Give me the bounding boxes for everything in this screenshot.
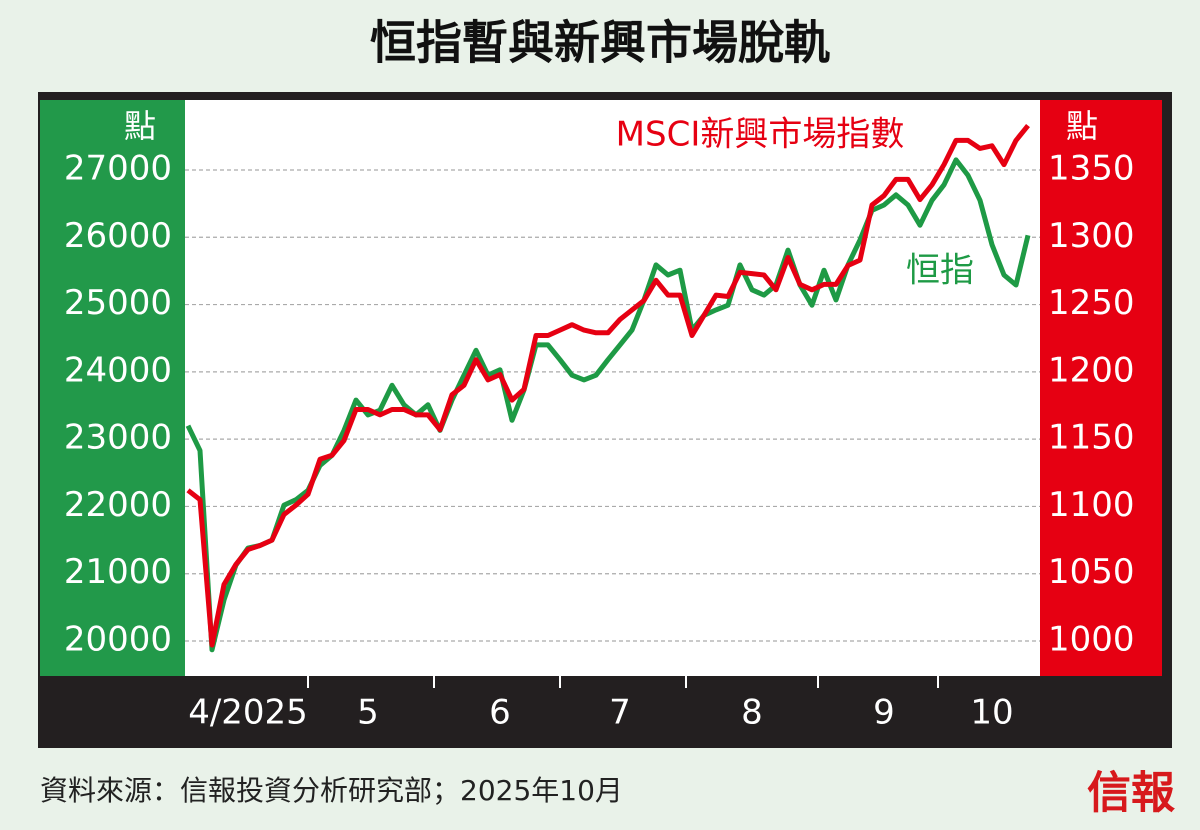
left-axis-panel: [40, 100, 185, 676]
y-tick-label: 27000: [64, 148, 172, 188]
x-tick-label: 5: [357, 693, 379, 733]
y2-tick-label: 1250: [1048, 283, 1135, 323]
y2-tick-label: 1300: [1048, 216, 1135, 256]
y-tick-label: 20000: [64, 620, 172, 660]
y-tick-label: 25000: [64, 283, 172, 323]
y-tick-label: 22000: [64, 485, 172, 525]
y2-tick-label: 1350: [1048, 148, 1135, 188]
y2-tick-label: 1000: [1048, 620, 1135, 660]
y-tick-label: 24000: [64, 350, 172, 390]
x-tick-label: 8: [741, 693, 763, 733]
y-unit: 點: [124, 107, 156, 145]
x-tick-label: 6: [489, 693, 511, 733]
y-tick-label: 23000: [64, 418, 172, 458]
right-axis-panel: [1040, 100, 1162, 676]
line-series: [186, 124, 1030, 648]
x-tick-label: 10: [970, 693, 1013, 733]
logo: 信報: [1087, 768, 1175, 819]
y2-tick-label: 1050: [1048, 552, 1135, 592]
chart-title: 恒指暫與新興市場脫軌: [370, 16, 830, 70]
x-tick-label: 7: [609, 693, 631, 733]
series-label: MSCI新興市場指數: [616, 115, 905, 155]
y-tick-label: 21000: [64, 552, 172, 592]
x-tick-label: 9: [873, 693, 895, 733]
y-tick-label: 26000: [64, 216, 172, 256]
source-note: 資料來源：信報投資分析研究部；2025年10月: [40, 774, 623, 807]
y2-tick-label: 1100: [1048, 485, 1135, 525]
y2-tick-label: 1150: [1048, 418, 1135, 458]
x-tick-label: 4/2025: [188, 693, 308, 733]
y2-unit: 點: [1066, 107, 1098, 145]
series-label: 恒指: [906, 251, 974, 291]
y2-tick-label: 1200: [1048, 350, 1135, 390]
